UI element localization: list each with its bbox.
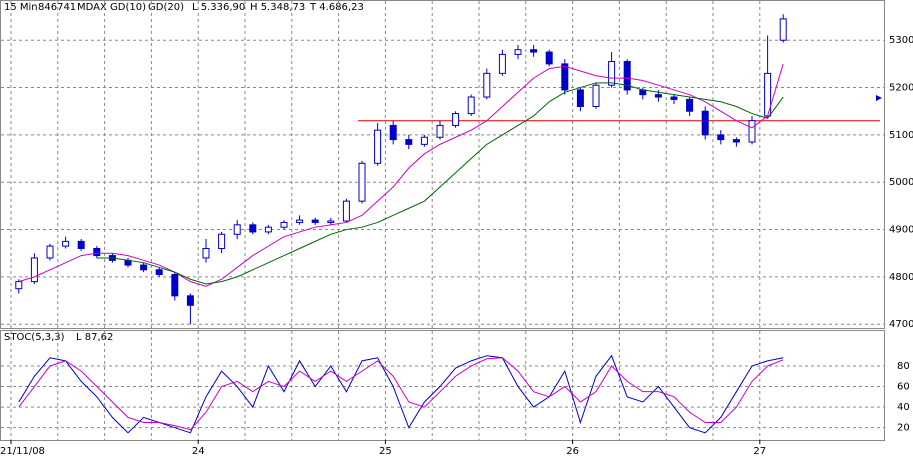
candle-body <box>436 124 444 138</box>
candle-body <box>140 264 148 271</box>
candle-body <box>77 240 85 249</box>
candle-body <box>467 96 475 115</box>
candle-body <box>186 295 194 306</box>
candle-body <box>530 49 538 53</box>
y-tick-label: 4800 <box>889 272 913 283</box>
candle-body <box>202 247 210 259</box>
candle-body <box>623 61 631 91</box>
candle-body <box>545 51 553 65</box>
y-tick-label: 20 <box>897 423 910 434</box>
stat: L 5.336,90 <box>192 2 245 13</box>
candle-body <box>327 220 335 223</box>
y-tick-label: 5200 <box>889 83 913 94</box>
candle-body <box>420 136 428 145</box>
candle-body <box>62 240 70 247</box>
header-id: 846741 <box>38 2 76 13</box>
y-tick-label: 5100 <box>889 130 913 141</box>
price-marker <box>876 95 882 101</box>
candle-body <box>654 94 662 98</box>
candle-body <box>592 84 600 107</box>
stoch-title: STOC(5,3,3) <box>4 332 65 343</box>
ma-label: GD(10) <box>110 2 146 13</box>
x-tick-label: 25 <box>379 446 392 457</box>
candle-body <box>779 18 787 41</box>
candle-body <box>608 61 616 86</box>
candle-body <box>155 269 163 276</box>
candle-body <box>514 49 522 55</box>
candle-body <box>405 139 413 145</box>
y-tick-label: 40 <box>897 402 910 413</box>
ma-line <box>96 82 784 285</box>
candle-body <box>358 162 366 202</box>
header-interval: 15 Min <box>4 2 38 13</box>
candle-body <box>686 98 694 112</box>
candle-body <box>498 53 506 74</box>
candle-body <box>171 274 179 297</box>
y-tick-label: 5000 <box>889 177 913 188</box>
stat: H 5.348,73 <box>250 2 305 13</box>
candle-body <box>732 139 740 143</box>
candle-body <box>561 63 569 91</box>
ma-line <box>18 63 784 287</box>
candle-body <box>701 110 709 136</box>
candle-body <box>280 221 288 228</box>
candle-body <box>452 113 460 126</box>
x-tick-label: 27 <box>753 446 766 457</box>
candle-body <box>249 224 257 233</box>
stat: T 4.686,23 <box>309 2 364 13</box>
candle-body <box>46 245 54 259</box>
candle-body <box>576 89 584 107</box>
candle-body <box>311 219 319 223</box>
y-tick-label: 60 <box>897 382 910 393</box>
candle-body <box>93 247 101 257</box>
stoch-panel <box>0 330 885 441</box>
stoch-stat: L 87,62 <box>76 332 113 343</box>
candle-body <box>15 281 23 290</box>
y-tick-label: 80 <box>897 361 910 372</box>
candle-body <box>342 200 350 222</box>
y-tick-label: 5300 <box>889 35 913 46</box>
candle-body <box>233 224 241 235</box>
x-tick-label: 21/11/08 <box>0 446 45 457</box>
candle-body <box>717 134 725 141</box>
candle-body <box>670 96 678 100</box>
candle-body <box>218 233 226 249</box>
candle-body <box>374 129 382 164</box>
ma-label: GD(20) <box>148 2 184 13</box>
candle-body <box>30 257 38 283</box>
x-tick-label: 24 <box>192 446 205 457</box>
y-tick-label: 4900 <box>889 225 913 236</box>
candle-body <box>483 72 491 98</box>
candle-body <box>264 226 272 233</box>
candle-body <box>296 219 304 223</box>
price-panel <box>0 0 885 329</box>
candle-body <box>748 120 756 143</box>
candle-body <box>389 124 397 141</box>
x-tick-label: 26 <box>566 446 579 457</box>
stoch-line <box>18 357 784 431</box>
stoch-line <box>18 354 784 434</box>
header-symbol: MDAX <box>77 2 107 13</box>
y-tick-label: 4700 <box>889 319 913 330</box>
